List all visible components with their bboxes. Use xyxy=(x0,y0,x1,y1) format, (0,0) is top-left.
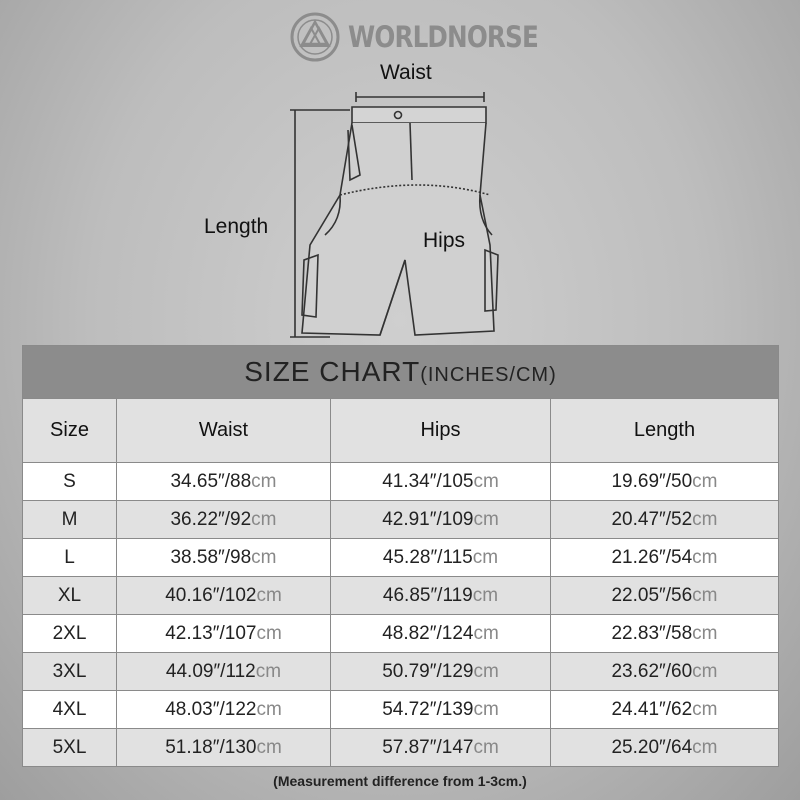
table-row: 2XL 42.13″/107cm 48.82″/124cm 22.83″/58cm xyxy=(22,614,779,653)
header-length: Length xyxy=(550,398,779,463)
table-row: M 36.22″/92cm 42.91″/109cm 20.47″/52cm xyxy=(22,500,779,539)
cell-waist: 36.22″/92cm xyxy=(116,500,331,539)
table-row: L 38.58″/98cm 45.28″/115cm 21.26″/54cm xyxy=(22,538,779,577)
table-row: XL 40.16″/102cm 46.85″/119cm 22.05″/56cm xyxy=(22,576,779,615)
header-waist: Waist xyxy=(116,398,331,463)
cell-size: L xyxy=(22,538,117,577)
brand-logo: WORLDNORSE xyxy=(290,12,571,62)
cell-hips: 41.34″/105cm xyxy=(330,462,551,501)
cell-size: XL xyxy=(22,576,117,615)
brand-name: WORLDNORSE xyxy=(348,20,539,54)
cell-hips: 48.82″/124cm xyxy=(330,614,551,653)
cell-hips: 46.85″/119cm xyxy=(330,576,551,615)
shorts-diagram xyxy=(290,92,499,338)
cell-waist: 48.03″/122cm xyxy=(116,690,331,729)
cell-length: 22.05″/56cm xyxy=(550,576,779,615)
cell-waist: 44.09″/112cm xyxy=(116,652,331,691)
cell-hips: 42.91″/109cm xyxy=(330,500,551,539)
cell-size: 5XL xyxy=(22,728,117,767)
cell-size: 2XL xyxy=(22,614,117,653)
cell-length: 21.26″/54cm xyxy=(550,538,779,577)
cell-length: 20.47″/52cm xyxy=(550,500,779,539)
table-row: S 34.65″/88cm 41.34″/105cm 19.69″/50cm xyxy=(22,462,779,501)
cell-hips: 57.87″/147cm xyxy=(330,728,551,767)
measurement-note: (Measurement difference from 1-3cm.) xyxy=(273,773,527,789)
hips-label: Hips xyxy=(423,229,466,252)
cell-hips: 54.72″/139cm xyxy=(330,690,551,729)
cell-length: 19.69″/50cm xyxy=(550,462,779,501)
table-row: 3XL 44.09″/112cm 50.79″/129cm 23.62″/60cm xyxy=(22,652,779,691)
cell-waist: 34.65″/88cm xyxy=(116,462,331,501)
cell-length: 25.20″/64cm xyxy=(550,728,779,767)
table-row: 5XL 51.18″/130cm 57.87″/147cm 25.20″/64cm xyxy=(22,728,779,767)
cell-waist: 51.18″/130cm xyxy=(116,728,331,767)
waist-label: Waist xyxy=(380,61,432,84)
cell-length: 22.83″/58cm xyxy=(550,614,779,653)
cell-hips: 45.28″/115cm xyxy=(330,538,551,577)
cell-size: 4XL xyxy=(22,690,117,729)
cell-size: 3XL xyxy=(22,652,117,691)
size-chart-title: SIZE CHART(INCHES/CM) xyxy=(22,345,779,399)
header-size: Size xyxy=(22,398,117,463)
cell-hips: 50.79″/129cm xyxy=(330,652,551,691)
table-row: 4XL 48.03″/122cm 54.72″/139cm 24.41″/62cm xyxy=(22,690,779,729)
cell-waist: 38.58″/98cm xyxy=(116,538,331,577)
cell-length: 24.41″/62cm xyxy=(550,690,779,729)
length-label: Length xyxy=(204,215,269,238)
header-row: Size Waist Hips Length xyxy=(22,398,779,463)
size-chart-table: SIZE CHART(INCHES/CM) Size Waist Hips Le… xyxy=(22,345,779,767)
cell-length: 23.62″/60cm xyxy=(550,652,779,691)
cell-size: M xyxy=(22,500,117,539)
cell-waist: 42.13″/107cm xyxy=(116,614,331,653)
cell-size: S xyxy=(22,462,117,501)
valknut-emblem-icon xyxy=(290,12,340,62)
cell-waist: 40.16″/102cm xyxy=(116,576,331,615)
header-hips: Hips xyxy=(330,398,551,463)
